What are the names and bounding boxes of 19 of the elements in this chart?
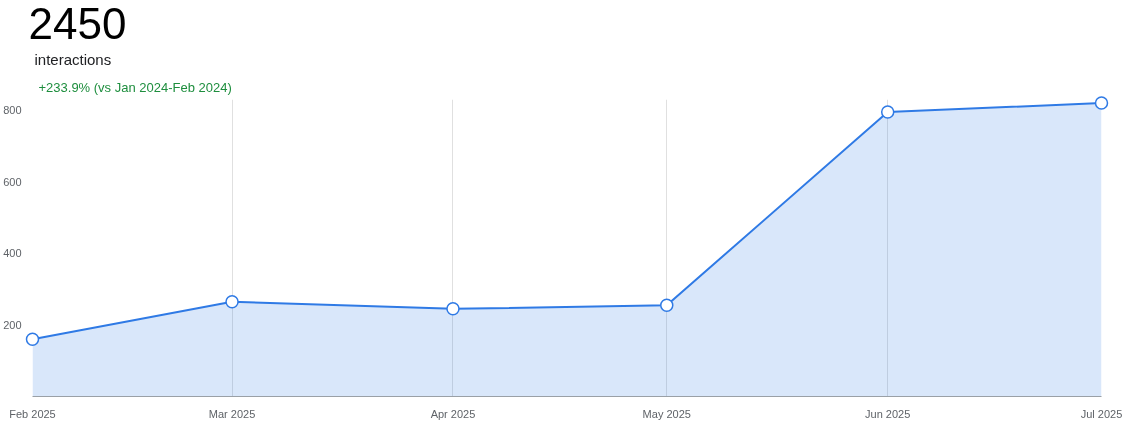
point [25,332,40,346]
y-tick-label: 600 [3,175,22,188]
y-tick-label: 800 [3,104,22,117]
x-tick-label: Jun 2025 [865,407,911,420]
chart-subtitle: interactions [34,50,112,68]
x-tick-label: Feb 2025 [9,407,56,420]
point [225,294,239,309]
x-tick-label: May 2025 [642,407,691,420]
chart-title: 2450 [28,0,127,48]
point [1094,96,1109,110]
text: +233.9% (vs Jan 2024-Feb 2024) [38,79,232,95]
x-tick-label: Apr 2025 [430,407,476,420]
point [880,105,895,119]
x-tick-label: Mar 2025 [208,407,256,420]
y-tick-label: 200 [3,318,22,331]
x-tick-label: Jul 2025 [1080,407,1123,420]
y-tick-label: 400 [3,247,22,260]
point [446,302,460,316]
point [660,298,674,312]
